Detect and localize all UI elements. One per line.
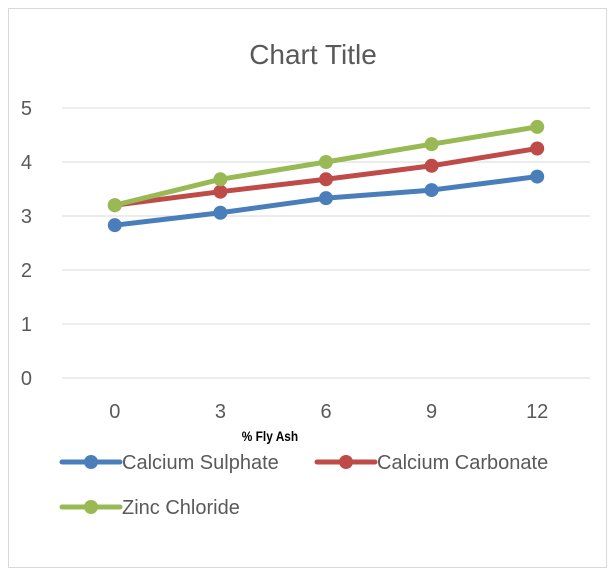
legend-label: Calcium Sulphate (122, 452, 279, 474)
data-point (107, 198, 122, 213)
y-axis-ticks: 0 1 2 3 4 5 (21, 98, 32, 390)
chart-title: Chart Title (249, 39, 377, 70)
legend-item[interactable]: Zinc Chloride (59, 497, 240, 519)
data-point (319, 155, 333, 169)
data-point (319, 172, 333, 187)
data-point (530, 119, 545, 134)
chart-frame (8, 8, 607, 568)
legend-label: Calcium Carbonate (377, 452, 548, 474)
data-point (530, 141, 545, 156)
data-point (424, 183, 439, 198)
data-point (107, 218, 122, 233)
x-tick-label: 0 (109, 401, 120, 423)
series-calcium-sulphate (107, 169, 545, 233)
x-tick-label: 3 (215, 401, 226, 423)
y-tick-label: 1 (21, 314, 32, 336)
data-point (424, 137, 439, 152)
gridlines (62, 107, 590, 379)
legend-swatch-marker (339, 455, 353, 469)
legend-item[interactable]: Calcium Sulphate (59, 452, 279, 474)
x-axis-title: % Fly Ash (242, 428, 298, 444)
y-tick-label: 3 (21, 206, 32, 228)
legend-swatch-marker (84, 500, 98, 514)
x-axis-ticks: 0 3 6 9 12 (109, 401, 548, 423)
data-point (319, 191, 333, 206)
series-lines (107, 119, 545, 233)
data-point (530, 169, 545, 184)
legend-swatch-marker (84, 455, 98, 469)
x-tick-label: 9 (426, 401, 437, 423)
y-tick-label: 5 (21, 98, 32, 120)
x-tick-label: 12 (526, 401, 548, 423)
data-point (213, 205, 228, 220)
y-tick-label: 4 (21, 152, 32, 174)
series-zinc-chloride (107, 119, 545, 213)
legend[interactable]: Calcium Sulphate Calcium Carbonate Zinc Ch… (59, 452, 548, 519)
y-tick-label: 2 (21, 260, 32, 282)
legend-item[interactable]: Calcium Carbonate (314, 452, 548, 474)
data-point (213, 172, 228, 187)
x-tick-label: 6 (320, 401, 331, 423)
data-point (213, 184, 228, 199)
y-tick-label: 0 (21, 368, 32, 390)
data-point (424, 158, 439, 173)
legend-label: Zinc Chloride (122, 497, 240, 519)
